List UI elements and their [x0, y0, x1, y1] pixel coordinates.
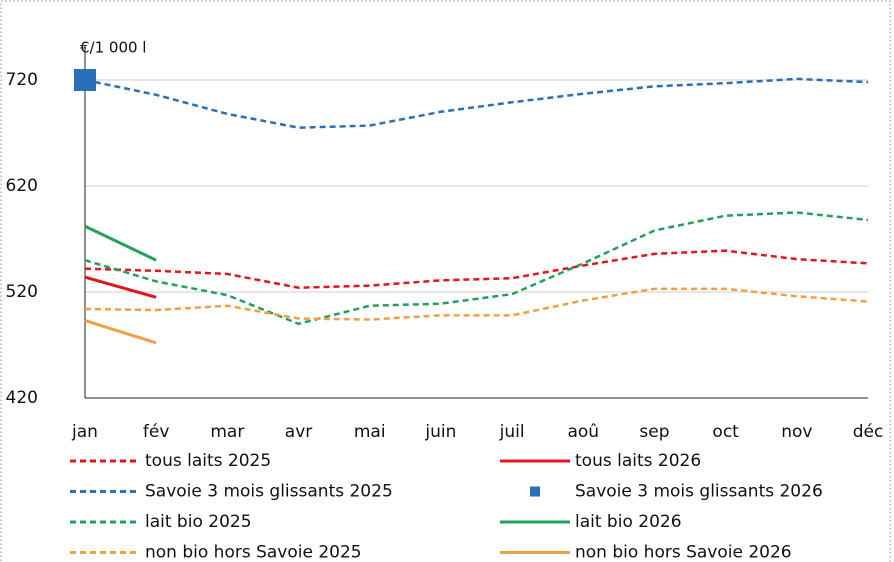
legend-label: Savoie 3 mois glissants 2026 — [575, 482, 823, 502]
marker — [74, 68, 96, 91]
legend-label: non bio hors Savoie 2026 — [575, 543, 792, 562]
series-line — [84, 224, 157, 262]
series-line — [84, 249, 869, 290]
series-line — [84, 211, 869, 326]
x-tick-label: nov — [781, 422, 812, 442]
x-tick-label: juin — [424, 422, 456, 442]
x-tick-label: jan — [71, 422, 98, 442]
legend-label: tous laits 2025 — [145, 451, 271, 471]
x-tick-label: fév — [143, 422, 170, 442]
legend-label: lait bio 2026 — [575, 512, 682, 532]
series-line — [84, 275, 157, 299]
y-axis-label: €/1 000 l — [80, 39, 146, 57]
legend-label: lait bio 2025 — [145, 512, 252, 532]
y-tick-label: 420 — [6, 388, 38, 408]
x-tick-label: mai — [354, 422, 386, 442]
x-tick-label: déc — [853, 422, 884, 442]
x-tick-label: sep — [639, 422, 669, 442]
y-tick-label: 520 — [6, 282, 38, 302]
legend-label: tous laits 2026 — [575, 451, 701, 471]
x-tick-label: avr — [285, 422, 312, 442]
series-line — [84, 287, 869, 321]
x-tick-label: mar — [210, 422, 244, 442]
y-tick-label: 720 — [6, 70, 38, 90]
y-tick-label: 620 — [6, 176, 38, 196]
x-tick-label: oct — [712, 422, 739, 442]
series-line — [84, 77, 869, 129]
legend-label: Savoie 3 mois glissants 2025 — [145, 482, 393, 502]
legend-label: non bio hors Savoie 2025 — [145, 543, 362, 562]
x-tick-label: aoû — [567, 422, 599, 442]
x-tick-label: juil — [499, 422, 525, 442]
series-line — [84, 319, 157, 345]
legend-marker — [530, 486, 540, 497]
